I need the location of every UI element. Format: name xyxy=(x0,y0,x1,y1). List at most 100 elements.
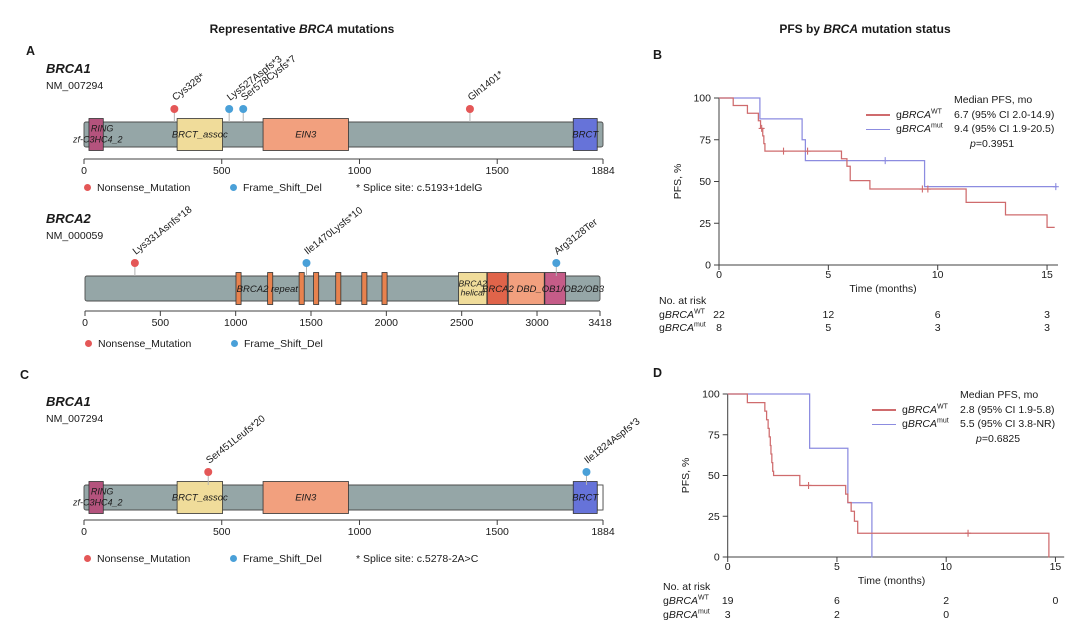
km-x-tick-label: 10 xyxy=(940,561,952,573)
aa-axis-tick-label: 0 xyxy=(82,317,88,329)
km-plot-pfs_all: 0 25 50 75 100 0 5 10 15 Time (months) PFS, % xyxy=(672,93,1059,295)
km-legend-pfs_d: Median PFS, mo gBRCAWT 2.8 (95% CI 1.9-5.8… xyxy=(872,388,1055,446)
aa-axis-tick-label: 1884 xyxy=(591,526,615,538)
risk-count: 0 xyxy=(1052,595,1059,607)
km-x-tick-label: 5 xyxy=(834,561,840,573)
risk-count: 6 xyxy=(934,309,941,321)
aa-axis-tick-label: 1000 xyxy=(224,317,248,329)
domain-RING xyxy=(88,118,104,151)
aa-axis-tick-label: 3418 xyxy=(588,317,612,329)
left-title-post: mutations xyxy=(333,22,395,36)
lollipop-plot-brca2_a: BRCA2 helical BRCA2 repeat BRCA2 DBD_OB1/OB… xyxy=(82,204,612,329)
domain-EIN3 xyxy=(262,481,349,514)
mutation-label-Arg3128Ter: Arg3128Ter xyxy=(552,216,600,257)
km-curve-wt xyxy=(727,393,1050,558)
median-pfs-header: Median PFS, mo xyxy=(960,389,1039,401)
mutation-label-Cys328-: Cys328* xyxy=(170,71,207,103)
risk-count: 3 xyxy=(1044,309,1050,321)
domain-label-EIN3: EIN3 xyxy=(295,493,317,504)
mutation-label-Lys331Asnfs-18: Lys331Asnfs*18 xyxy=(131,204,195,257)
km-x-tick-label: 0 xyxy=(716,269,722,281)
aa-axis-tick-label: 1000 xyxy=(348,165,372,177)
gene-name-brca1-c: BRCA1 xyxy=(46,394,91,409)
risk-row-WT: gBRCAWT 22 12 6 3 xyxy=(0,309,1090,323)
domain-block-8 xyxy=(486,272,508,305)
km-y-axis-title: PFS, % xyxy=(672,164,684,200)
risk-count: 8 xyxy=(716,322,722,334)
km-legend-pfs_all: Median PFS, mo gBRCAWT 6.7 (95% CI 2.0-14.… xyxy=(866,93,1054,151)
domain-label-RING: RING xyxy=(91,124,114,134)
gene-name-brca1-a: BRCA1 xyxy=(46,61,91,76)
aa-axis-tick-label: 3000 xyxy=(525,317,549,329)
lollipop-legend-brca1_c: Nonsense_Mutation Frame_Shift_Del * Splice… xyxy=(84,553,604,567)
legend-item-label: Nonsense_Mutation xyxy=(98,338,192,350)
km-y-tick-label: 25 xyxy=(699,218,711,230)
bar-label-BRCA2-DBD_OB1-OB2-OB3: BRCA2 DBD_OB1/OB2/OB3 xyxy=(482,284,605,295)
km-censor-mark-mut xyxy=(882,157,889,165)
km-line-swatch-mut xyxy=(872,423,896,426)
right-title-pre: PFS by xyxy=(779,22,824,36)
transcript-brca1-c: NM_007294 xyxy=(46,413,104,425)
mutation-dot-Ser578Cysfs-7 xyxy=(239,105,248,113)
transcript-brca2-a: NM_000059 xyxy=(46,230,104,242)
right-title-gene: BRCA xyxy=(823,22,858,36)
km-y-tick-label: 75 xyxy=(699,134,711,146)
nonsense-dot-icon xyxy=(84,184,91,191)
km-y-tick-label: 100 xyxy=(702,389,720,401)
km-y-tick-label: 50 xyxy=(708,470,720,482)
domain-block-4 xyxy=(335,272,342,305)
risk-count: 6 xyxy=(834,595,840,607)
km-p-value: p=0.6825 xyxy=(976,432,1021,445)
mutation-label-Gln1401-: Gln1401* xyxy=(466,69,506,103)
nonsense-dot-icon xyxy=(84,555,91,562)
lollipop-legend-brca1_a: Nonsense_Mutation Frame_Shift_Del * Splice… xyxy=(84,182,604,196)
panel-label-d: D xyxy=(653,366,663,380)
risk-count: 2 xyxy=(943,595,950,607)
risk-row-name-WT: gBRCAWT xyxy=(663,594,709,608)
risk-count: 3 xyxy=(1044,322,1050,334)
aa-axis-tick-label: 1500 xyxy=(299,317,323,329)
km-y-tick-label: 0 xyxy=(714,552,720,564)
transcript-brca1-a: NM_007294 xyxy=(46,80,104,92)
risk-count: 12 xyxy=(822,309,835,321)
km-censor-mark-wt xyxy=(965,529,972,537)
domain-block-5 xyxy=(361,272,368,305)
km-x-tick-label: 5 xyxy=(825,269,831,281)
km-censor-mark-wt xyxy=(780,147,787,155)
bar-label-BRCA2-repeat: BRCA2 repeat xyxy=(237,284,299,295)
domain-BRCT xyxy=(572,481,598,514)
km-censor-mark-wt xyxy=(805,481,812,489)
aa-axis-tick-label: 500 xyxy=(152,317,170,329)
km-censor-mark-wt xyxy=(924,185,931,193)
domain-label-RING: RING xyxy=(91,487,114,497)
domain-BRCT xyxy=(572,118,598,151)
domain-block-0 xyxy=(235,272,242,305)
domain-label-EIN3: EIN3 xyxy=(295,130,317,141)
domain-label-BRCA2: BRCA2 helical xyxy=(459,279,488,298)
risk-row-mut: gBRCAmut 8 5 3 3 xyxy=(0,322,1090,336)
km-legend-row-wt: gBRCAWT 2.8 (95% CI 1.9-5.8) xyxy=(872,403,1055,418)
km-censor-mark-mut xyxy=(1052,183,1059,191)
left-figure-title: Representative BRCA mutations xyxy=(0,22,604,36)
right-figure-title: PFS by BRCA mutation status xyxy=(640,22,1090,36)
km-y-tick-label: 0 xyxy=(705,260,711,272)
panel-label-b: B xyxy=(653,48,663,62)
legend-item-label: Frame_Shift_Del xyxy=(243,553,322,565)
aa-axis-tick-label: 2500 xyxy=(450,317,474,329)
mutation-dot-Lys331Asnfs-18 xyxy=(130,259,139,267)
mutation-dot-Ser451Leufs-20 xyxy=(204,468,213,476)
splice-site-note: * Splice site: c.5278-2A>C xyxy=(356,553,479,565)
km-x-tick-label: 15 xyxy=(1041,269,1053,281)
legend-item-nonsense: Nonsense_Mutation xyxy=(85,338,191,350)
km-curve-wt xyxy=(719,97,1055,229)
domain-label-BRCT: BRCT xyxy=(572,130,599,141)
risk-count: 5 xyxy=(825,322,832,334)
domain-sublabel-RING: zf-C3HC4_2 xyxy=(72,498,123,508)
risk-row-name-mut: gBRCAmut xyxy=(659,321,706,335)
legend-item-nonsense: Nonsense_Mutation xyxy=(84,553,190,565)
km-median-value-wt: 2.8 (95% CI 1.9-5.8) xyxy=(960,403,1055,416)
domain-BRCT_assoc xyxy=(176,481,223,514)
domain-block-3 xyxy=(313,272,320,305)
